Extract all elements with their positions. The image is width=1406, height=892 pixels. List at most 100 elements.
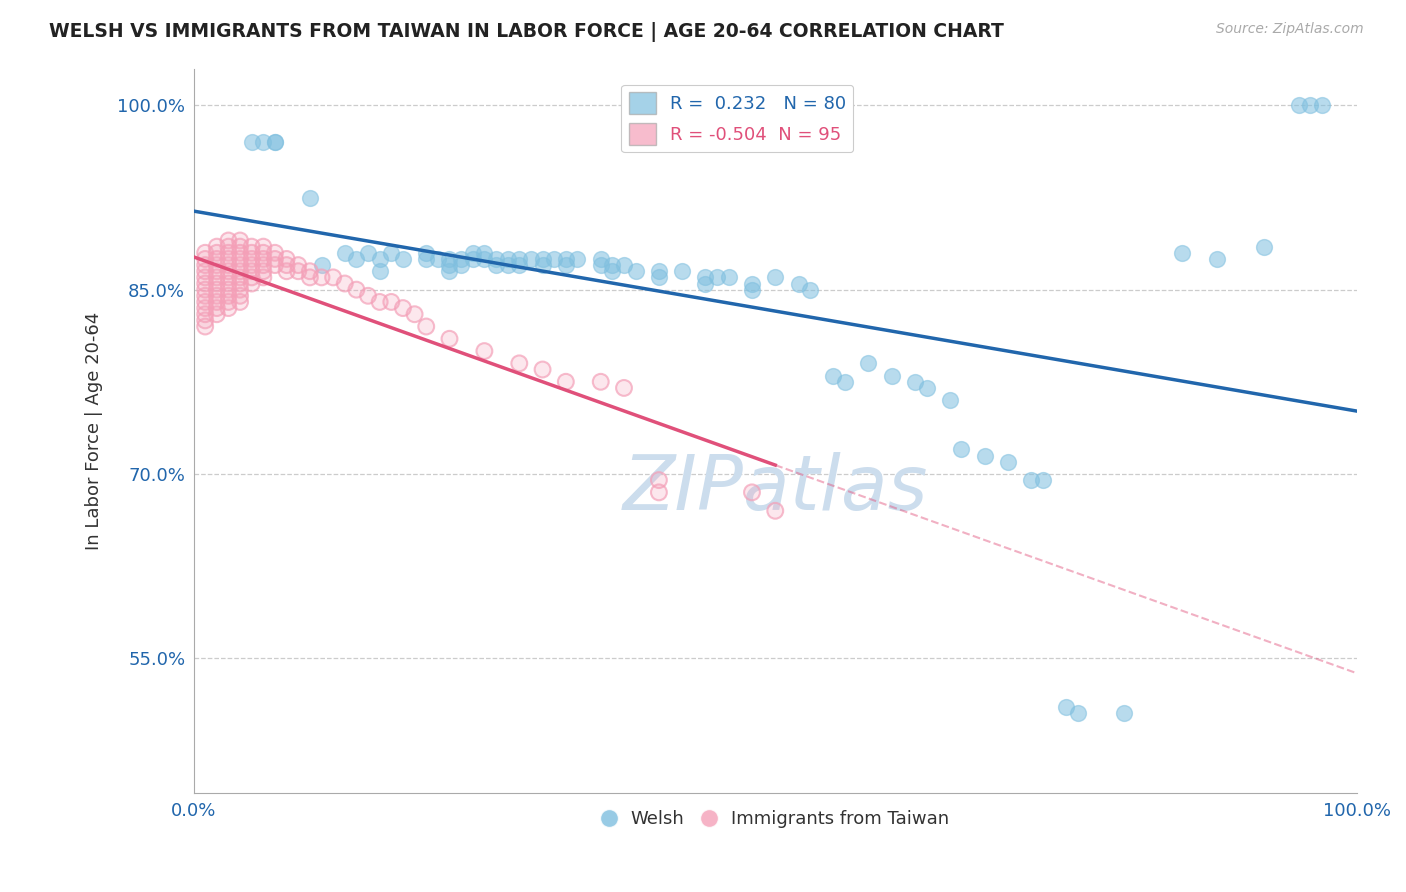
- Point: [741, 485, 763, 500]
- Point: [787, 277, 810, 291]
- Point: [741, 277, 763, 291]
- Point: [496, 252, 519, 266]
- Point: [311, 270, 333, 285]
- Point: [194, 258, 217, 272]
- Point: [648, 485, 671, 500]
- Point: [229, 270, 252, 285]
- Point: [439, 332, 461, 346]
- Point: [194, 289, 217, 303]
- Point: [450, 252, 472, 266]
- Point: [252, 245, 274, 260]
- Point: [229, 270, 252, 285]
- Point: [217, 234, 239, 248]
- Point: [240, 240, 263, 254]
- Point: [543, 252, 565, 266]
- Point: [194, 258, 217, 272]
- Point: [763, 504, 786, 518]
- Point: [392, 301, 415, 315]
- Point: [240, 264, 263, 278]
- Point: [567, 252, 589, 266]
- Point: [322, 270, 344, 285]
- Point: [217, 294, 239, 309]
- Point: [264, 252, 287, 266]
- Point: [217, 294, 239, 309]
- Text: ZIPatlas: ZIPatlas: [623, 452, 928, 526]
- Point: [298, 270, 321, 285]
- Point: [194, 277, 217, 291]
- Point: [1054, 700, 1077, 714]
- Point: [217, 301, 239, 315]
- Point: [240, 252, 263, 266]
- Point: [217, 252, 239, 266]
- Point: [252, 258, 274, 272]
- Point: [415, 319, 437, 334]
- Point: [799, 283, 821, 297]
- Point: [217, 234, 239, 248]
- Point: [229, 234, 252, 248]
- Point: [252, 245, 274, 260]
- Point: [613, 381, 636, 395]
- Point: [287, 258, 309, 272]
- Point: [229, 277, 252, 291]
- Point: [264, 135, 287, 149]
- Point: [217, 245, 239, 260]
- Point: [496, 258, 519, 272]
- Point: [229, 289, 252, 303]
- Point: [194, 245, 217, 260]
- Point: [217, 258, 239, 272]
- Point: [229, 240, 252, 254]
- Point: [624, 264, 647, 278]
- Point: [915, 381, 938, 395]
- Point: [531, 258, 554, 272]
- Point: [717, 270, 740, 285]
- Point: [461, 245, 484, 260]
- Point: [298, 264, 321, 278]
- Point: [311, 258, 333, 272]
- Point: [194, 319, 217, 334]
- Point: [404, 307, 426, 321]
- Point: [1288, 98, 1310, 112]
- Text: Source: ZipAtlas.com: Source: ZipAtlas.com: [1216, 22, 1364, 37]
- Point: [217, 277, 239, 291]
- Point: [217, 264, 239, 278]
- Point: [380, 294, 402, 309]
- Point: [217, 258, 239, 272]
- Point: [357, 245, 380, 260]
- Point: [194, 313, 217, 327]
- Point: [229, 258, 252, 272]
- Point: [229, 240, 252, 254]
- Point: [217, 289, 239, 303]
- Point: [554, 375, 576, 389]
- Point: [531, 362, 554, 376]
- Point: [474, 344, 496, 359]
- Point: [426, 252, 449, 266]
- Point: [205, 289, 228, 303]
- Point: [671, 264, 693, 278]
- Point: [344, 283, 367, 297]
- Point: [264, 258, 287, 272]
- Point: [205, 264, 228, 278]
- Point: [194, 264, 217, 278]
- Point: [264, 245, 287, 260]
- Point: [648, 485, 671, 500]
- Point: [602, 258, 624, 272]
- Point: [589, 375, 612, 389]
- Point: [474, 245, 496, 260]
- Point: [613, 381, 636, 395]
- Point: [554, 375, 576, 389]
- Point: [344, 283, 367, 297]
- Point: [229, 294, 252, 309]
- Point: [217, 270, 239, 285]
- Point: [229, 289, 252, 303]
- Point: [520, 252, 543, 266]
- Point: [973, 449, 995, 463]
- Point: [229, 283, 252, 297]
- Point: [194, 307, 217, 321]
- Point: [240, 135, 263, 149]
- Point: [217, 270, 239, 285]
- Point: [648, 270, 671, 285]
- Point: [240, 245, 263, 260]
- Y-axis label: In Labor Force | Age 20-64: In Labor Force | Age 20-64: [86, 312, 103, 550]
- Point: [252, 252, 274, 266]
- Point: [939, 393, 962, 408]
